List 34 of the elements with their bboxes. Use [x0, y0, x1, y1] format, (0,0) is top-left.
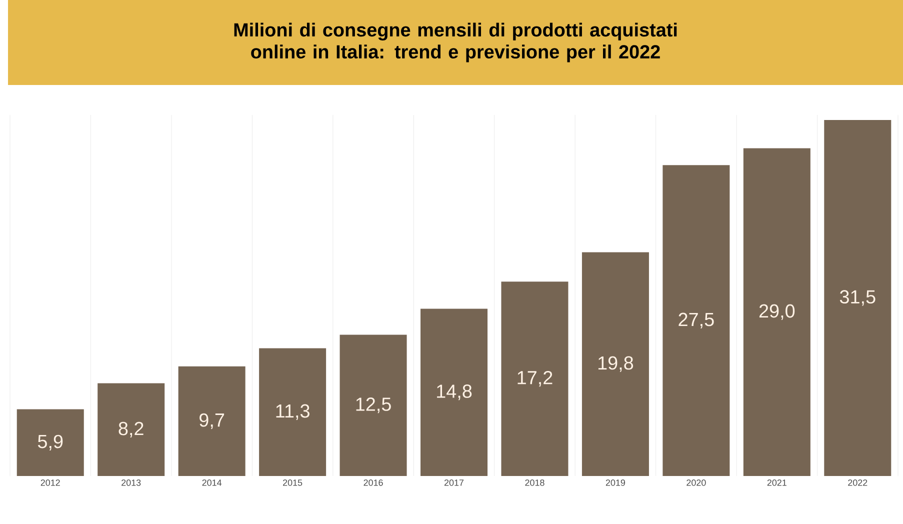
x-tick-label: 2019	[606, 480, 626, 486]
bar	[662, 165, 730, 476]
data-label: 17,2	[518, 370, 552, 387]
x-tick-label: 2012	[40, 480, 60, 486]
chart-title: Milioni di consegne mensili di prodotti acquistati online in Italia: trend e previsione per il 2022	[234, 22, 677, 62]
x-tick-label: 2021	[767, 480, 786, 486]
bar	[98, 383, 165, 476]
data-label: 9,7	[200, 413, 224, 429]
x-tick-label: 2015	[283, 480, 302, 486]
x-tick-label: 2018	[525, 480, 544, 486]
data-label: 27,5	[678, 312, 714, 328]
x-tick-label: 2016	[364, 480, 383, 486]
bar	[743, 148, 810, 476]
bar	[178, 366, 246, 476]
data-label: 31,5	[840, 290, 876, 306]
data-label: 8,2	[118, 422, 144, 438]
bar	[582, 252, 649, 476]
data-label: 5,9	[38, 434, 63, 450]
bar	[340, 334, 407, 476]
x-tick-label: 2014	[202, 480, 222, 486]
bar	[824, 120, 892, 476]
data-label: 12,5	[356, 398, 391, 414]
data-label: 29,0	[759, 304, 795, 320]
x-tick-label: 2013	[122, 480, 141, 486]
bar	[259, 348, 326, 476]
data-label: 14,8	[437, 384, 472, 400]
x-tick-label: 2022	[848, 480, 868, 486]
bar	[501, 282, 568, 476]
x-tick-label: 2017	[444, 480, 464, 486]
data-label: 11,3	[276, 404, 310, 420]
data-label: 19,8	[598, 356, 634, 372]
x-tick-label: 2020	[686, 480, 706, 486]
bar	[420, 308, 488, 476]
bar	[16, 409, 84, 476]
